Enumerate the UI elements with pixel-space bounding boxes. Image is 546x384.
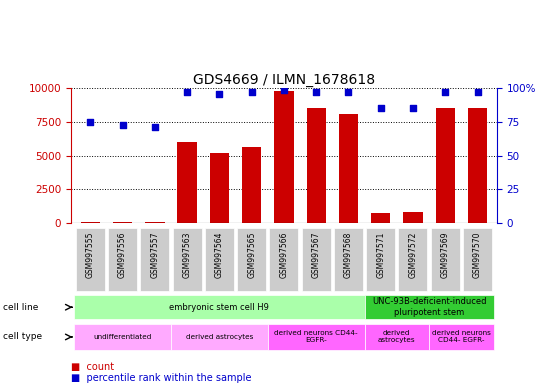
- Text: GSM997555: GSM997555: [86, 231, 95, 278]
- Text: derived neurons CD44-
EGFR-: derived neurons CD44- EGFR-: [275, 331, 358, 343]
- Point: [247, 89, 256, 96]
- Bar: [242, 147, 262, 223]
- Text: GSM997568: GSM997568: [344, 231, 353, 278]
- Bar: [468, 109, 487, 223]
- Point: [118, 122, 127, 128]
- FancyBboxPatch shape: [74, 324, 171, 350]
- FancyBboxPatch shape: [429, 324, 494, 350]
- Text: GSM997570: GSM997570: [473, 231, 482, 278]
- Point: [86, 119, 94, 125]
- FancyBboxPatch shape: [431, 228, 460, 291]
- Text: GSM997566: GSM997566: [280, 231, 288, 278]
- Text: GSM997567: GSM997567: [312, 231, 321, 278]
- FancyBboxPatch shape: [334, 228, 363, 291]
- Bar: [210, 153, 229, 223]
- FancyBboxPatch shape: [366, 228, 395, 291]
- FancyBboxPatch shape: [140, 228, 169, 291]
- Text: undifferentiated: undifferentiated: [93, 334, 152, 340]
- Point: [312, 89, 321, 96]
- FancyBboxPatch shape: [365, 295, 494, 319]
- Bar: [436, 109, 455, 223]
- Text: GSM997556: GSM997556: [118, 231, 127, 278]
- Point: [408, 106, 417, 112]
- Bar: [81, 222, 100, 223]
- Bar: [274, 91, 294, 223]
- Bar: [371, 214, 390, 223]
- Point: [183, 89, 192, 96]
- Text: GSM997557: GSM997557: [150, 231, 159, 278]
- Text: UNC-93B-deficient-induced
pluripotent stem: UNC-93B-deficient-induced pluripotent st…: [372, 298, 486, 317]
- FancyBboxPatch shape: [108, 228, 137, 291]
- Point: [441, 89, 449, 96]
- Text: derived
astrocytes: derived astrocytes: [378, 331, 416, 343]
- Bar: [113, 222, 132, 223]
- Point: [473, 89, 482, 96]
- FancyBboxPatch shape: [237, 228, 266, 291]
- Text: GSM997564: GSM997564: [215, 231, 224, 278]
- Text: ■  count: ■ count: [71, 362, 114, 372]
- Text: GSM997571: GSM997571: [376, 231, 385, 278]
- FancyBboxPatch shape: [268, 324, 365, 350]
- Text: derived astrocytes: derived astrocytes: [186, 334, 253, 340]
- Text: GSM997569: GSM997569: [441, 231, 450, 278]
- Text: ■  percentile rank within the sample: ■ percentile rank within the sample: [71, 373, 252, 383]
- Point: [376, 106, 385, 112]
- FancyBboxPatch shape: [269, 228, 299, 291]
- Text: GSM997563: GSM997563: [182, 231, 192, 278]
- Point: [215, 91, 224, 97]
- Text: GSM997572: GSM997572: [408, 231, 418, 278]
- Text: cell line: cell line: [3, 303, 38, 312]
- FancyBboxPatch shape: [301, 228, 331, 291]
- FancyBboxPatch shape: [399, 228, 428, 291]
- FancyBboxPatch shape: [205, 228, 234, 291]
- Title: GDS4669 / ILMN_1678618: GDS4669 / ILMN_1678618: [193, 73, 375, 87]
- FancyBboxPatch shape: [74, 295, 365, 319]
- Bar: [306, 109, 326, 223]
- FancyBboxPatch shape: [76, 228, 105, 291]
- Point: [280, 87, 288, 93]
- Point: [344, 89, 353, 96]
- FancyBboxPatch shape: [365, 324, 429, 350]
- FancyBboxPatch shape: [173, 228, 201, 291]
- Text: cell type: cell type: [3, 333, 42, 341]
- Bar: [145, 222, 164, 223]
- FancyBboxPatch shape: [171, 324, 268, 350]
- Bar: [403, 212, 423, 223]
- FancyBboxPatch shape: [463, 228, 492, 291]
- Text: GSM997565: GSM997565: [247, 231, 256, 278]
- Text: derived neurons
CD44- EGFR-: derived neurons CD44- EGFR-: [432, 331, 491, 343]
- Point: [151, 124, 159, 131]
- Bar: [177, 142, 197, 223]
- Bar: [339, 114, 358, 223]
- Text: embryonic stem cell H9: embryonic stem cell H9: [169, 303, 269, 312]
